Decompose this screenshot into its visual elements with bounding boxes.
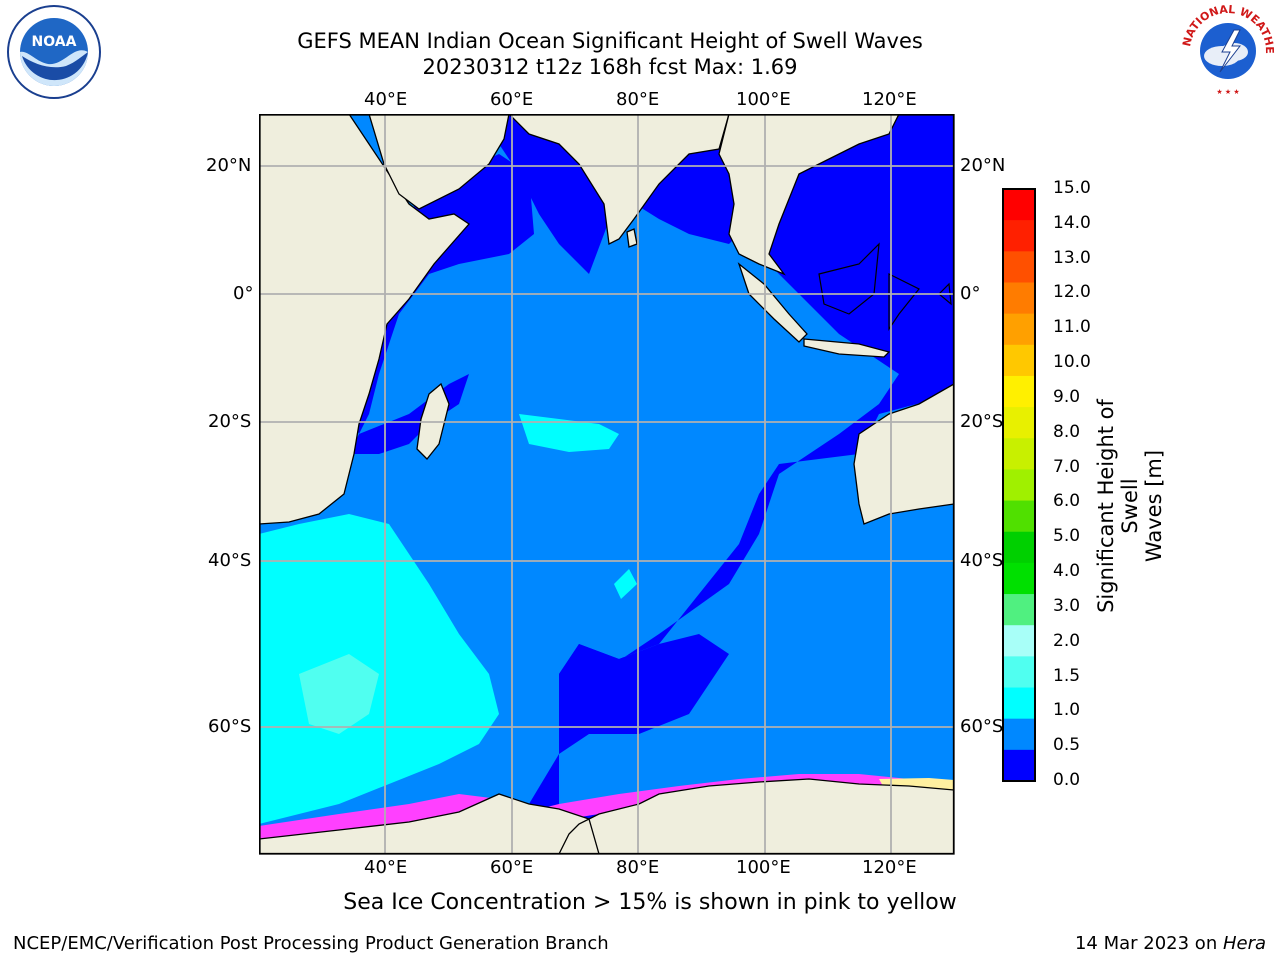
noaa-logo: NOAA	[7, 5, 101, 99]
colorbar-swatch	[1003, 687, 1035, 720]
swell-low-region-southwest-patch	[559, 634, 729, 754]
colorbar-swatch	[1003, 469, 1035, 502]
colorbar-title-line2: Waves [m]	[1142, 449, 1166, 563]
colorbar-swatch	[1003, 220, 1035, 252]
colorbar	[1002, 188, 1036, 782]
lon-tick-top-120e: 120°E	[862, 89, 917, 110]
noaa-logo-text: NOAA	[32, 34, 77, 50]
colorbar-swatch	[1003, 251, 1035, 284]
colorbar-swatch	[1003, 407, 1035, 439]
land-india	[508, 114, 730, 245]
footer-credit: NCEP/EMC/Verification Post Processing Pr…	[13, 933, 609, 954]
land-sri-lanka	[626, 228, 638, 248]
colorbar-swatch	[1003, 562, 1035, 595]
lat-tick-right-40s: 40°S	[960, 550, 1004, 571]
lon-tick-bottom-60e: 60°E	[490, 857, 534, 878]
colorbar-title-line1: Significant Height of Swell	[1094, 399, 1142, 613]
swell-mid-region-central	[519, 414, 619, 452]
colorbar-tick-label: 8.0	[1053, 421, 1081, 442]
land-antarctica	[259, 778, 954, 854]
lon-tick-bottom-80e: 80°E	[616, 857, 660, 878]
lat-tick-left-0: 0°	[233, 283, 254, 304]
lat-tick-right-20n: 20°N	[960, 155, 1006, 176]
sea-ice-caption: Sea Ice Concentration > 15% is shown in …	[343, 890, 957, 915]
colorbar-swatch	[1003, 718, 1035, 751]
lat-tick-left-60s: 60°S	[208, 716, 252, 737]
colorbar-tick-label: 1.0	[1053, 700, 1081, 721]
indian-ocean-map	[259, 114, 955, 855]
colorbar-swatch	[1003, 344, 1035, 377]
swell-mid-region-1-5-2-0	[299, 654, 379, 734]
lat-tick-right-0: 0°	[960, 283, 981, 304]
lon-tick-top-80e: 80°E	[616, 89, 660, 110]
swell-mid-region-south-small	[614, 569, 637, 599]
footer-date-text: 14 Mar 2023 on	[1074, 933, 1223, 954]
lat-tick-left-20s: 20°S	[208, 411, 252, 432]
svg-text:★ ★ ★: ★ ★ ★	[1216, 88, 1239, 96]
lat-tick-right-60s: 60°S	[960, 716, 1004, 737]
colorbar-swatch	[1003, 438, 1035, 471]
colorbar-swatch	[1003, 594, 1035, 626]
chart-title: GEFS MEAN Indian Ocean Significant Heigh…	[297, 29, 923, 53]
map-gridlines	[259, 114, 954, 854]
colorbar-tick-label: 5.0	[1053, 526, 1081, 547]
colorbar-tick-label: 13.0	[1053, 247, 1091, 268]
colorbar-swatch	[1003, 189, 1035, 221]
lat-tick-left-20n: 20°N	[206, 155, 252, 176]
colorbar-tick-label: 7.0	[1053, 456, 1081, 477]
colorbar-tick-label: 0.0	[1053, 770, 1081, 790]
footer-host: Hera	[1222, 933, 1266, 954]
colorbar-tick-label: 3.0	[1053, 595, 1081, 616]
footer-date: 14 Mar 2023 on Hera	[1075, 933, 1266, 954]
colorbar-swatch	[1003, 749, 1035, 782]
lon-tick-bottom-120e: 120°E	[862, 857, 917, 878]
chart-subtitle: 20230312 t12z 168h fcst Max: 1.69	[422, 55, 798, 79]
colorbar-tick-label: 2.0	[1053, 630, 1081, 651]
land-australia	[853, 383, 954, 525]
nws-logo: NATIONAL WEATHER SERVICE ★ ★ ★	[1178, 2, 1276, 97]
colorbar-swatch	[1003, 656, 1035, 689]
land-southeast-asia	[718, 114, 900, 276]
colorbar-swatch	[1003, 375, 1035, 408]
colorbar-tick-label: 1.5	[1053, 665, 1081, 686]
land-sumatra	[737, 262, 808, 343]
lon-tick-bottom-40e: 40°E	[364, 857, 408, 878]
colorbar-tick-label: 9.0	[1053, 386, 1081, 407]
colorbar-tick-label: 14.0	[1053, 212, 1091, 233]
land-java	[803, 338, 891, 358]
swell-low-region-arabian	[349, 154, 534, 434]
colorbar-swatch	[1003, 500, 1035, 533]
lon-tick-top-40e: 40°E	[364, 89, 408, 110]
colorbar-tick-label: 12.0	[1053, 282, 1091, 303]
lon-tick-bottom-100e: 100°E	[736, 857, 791, 878]
swell-low-region-east	[519, 114, 954, 854]
lon-tick-top-60e: 60°E	[490, 89, 534, 110]
colorbar-swatch	[1003, 282, 1035, 315]
colorbar-tick-label: 0.5	[1053, 735, 1081, 756]
colorbar-tick-label: 10.0	[1053, 352, 1091, 373]
colorbar-tick-label: 6.0	[1053, 491, 1081, 512]
colorbar-swatch	[1003, 625, 1035, 657]
colorbar-swatch	[1003, 313, 1035, 346]
colorbar-title: Significant Height of Swell Waves [m]	[1094, 376, 1166, 636]
lat-tick-left-40s: 40°S	[208, 550, 252, 571]
colorbar-tick-label: 15.0	[1053, 178, 1091, 198]
swell-mid-region-southwest	[259, 514, 499, 824]
lat-tick-right-20s: 20°S	[960, 411, 1004, 432]
colorbar-swatch	[1003, 531, 1035, 564]
land-arabia	[368, 114, 510, 210]
map-frame	[259, 114, 955, 855]
lon-tick-top-100e: 100°E	[736, 89, 791, 110]
colorbar-tick-label: 11.0	[1053, 317, 1091, 338]
colorbar-tick-label: 4.0	[1053, 561, 1081, 582]
